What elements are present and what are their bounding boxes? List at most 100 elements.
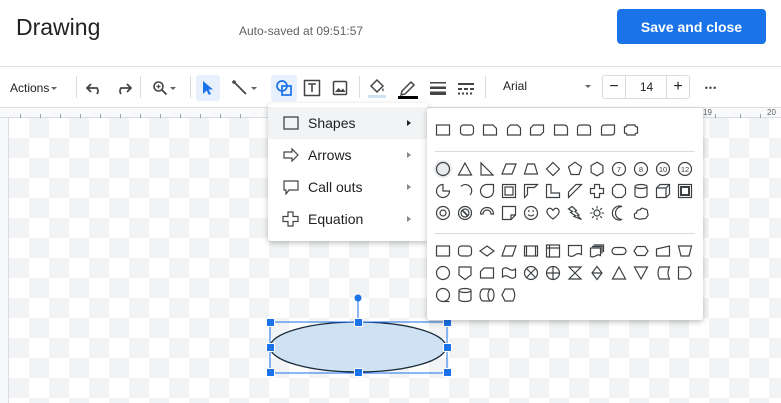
shape-option-round-one-corner-rectangle[interactable] — [552, 121, 570, 139]
shape-option-snip-corner-rectangle[interactable] — [481, 121, 499, 139]
shape-option-round-diagonal-rectangle[interactable] — [599, 121, 617, 139]
menu-item-callouts[interactable]: Call outs — [268, 171, 428, 203]
shape-option-summing-junction[interactable] — [522, 264, 540, 282]
more-options-button[interactable]: ••• — [704, 83, 718, 93]
shape-option-rounded-rectangle[interactable] — [458, 121, 476, 139]
border-color-button[interactable] — [396, 76, 420, 100]
shape-option-parallelogram[interactable] — [500, 160, 518, 178]
shape-option-terminator[interactable] — [610, 242, 628, 260]
shape-option-cube[interactable] — [654, 182, 672, 200]
shape-option-process[interactable] — [434, 242, 452, 260]
shape-option-predefined-process[interactable] — [522, 242, 540, 260]
save-and-close-button[interactable]: Save and close — [617, 9, 766, 44]
resize-handle-top-left[interactable] — [266, 318, 275, 327]
shape-option-half-frame[interactable] — [522, 182, 540, 200]
shape-option-no-symbol[interactable] — [456, 204, 474, 222]
redo-button[interactable] — [113, 78, 133, 98]
shape-option-stored-data[interactable] — [654, 264, 672, 282]
shape-option-dodecagon[interactable]: 12 — [676, 160, 694, 178]
menu-item-arrows[interactable]: Arrows — [268, 139, 428, 171]
shape-option-card[interactable] — [478, 264, 496, 282]
shape-option-trapezoid[interactable] — [522, 160, 540, 178]
shape-option-delay[interactable] — [676, 264, 694, 282]
shape-option-document[interactable] — [566, 242, 584, 260]
shape-option-can[interactable] — [632, 182, 650, 200]
select-tool-button[interactable] — [196, 75, 220, 101]
shape-option-diagonal-stripe[interactable] — [566, 182, 584, 200]
shape-option-right-triangle[interactable] — [478, 160, 496, 178]
fill-color-button[interactable] — [366, 76, 388, 100]
shape-option-smiley-face[interactable] — [522, 204, 540, 222]
resize-handle-bottom[interactable] — [354, 368, 363, 377]
shape-option-punched-tape[interactable] — [500, 264, 518, 282]
image-button[interactable] — [329, 78, 351, 98]
shape-option-manual-input[interactable] — [654, 242, 672, 260]
font-size-input[interactable]: 14 — [639, 80, 654, 94]
shape-option-snip-same-side-rectangle[interactable] — [505, 121, 523, 139]
resize-handle-bottom-left[interactable] — [266, 368, 275, 377]
menu-item-shapes[interactable]: Shapes — [268, 107, 428, 139]
shape-option-connector[interactable] — [434, 264, 452, 282]
shape-option-display[interactable] — [500, 286, 518, 304]
actions-menu-button[interactable]: Actions — [10, 79, 59, 97]
resize-handle-left[interactable] — [266, 343, 275, 352]
shape-option-or[interactable] — [544, 264, 562, 282]
shape-option-moon[interactable] — [610, 204, 628, 222]
shape-option-preparation[interactable] — [632, 242, 650, 260]
shape-option-sun[interactable] — [588, 204, 606, 222]
shape-option-rectangle[interactable] — [434, 121, 452, 139]
shape-option-direct-access-storage[interactable] — [478, 286, 496, 304]
shape-option-extract[interactable] — [610, 264, 628, 282]
shape-option-plaque[interactable] — [622, 121, 640, 139]
shape-option-block-arc[interactable] — [478, 204, 496, 222]
shape-option-teardrop[interactable] — [478, 182, 496, 200]
resize-handle-top[interactable] — [354, 318, 363, 327]
shape-option-sort[interactable] — [588, 264, 606, 282]
shape-option-chord[interactable] — [456, 182, 474, 200]
shape-option-cloud[interactable] — [632, 204, 650, 222]
shape-option-lightning-bolt[interactable] — [566, 204, 584, 222]
resize-handle-right[interactable] — [443, 343, 452, 352]
increase-font-size-button[interactable]: + — [666, 76, 689, 98]
shape-option-corner[interactable] — [544, 182, 562, 200]
shape-option-magnetic-disk[interactable] — [456, 286, 474, 304]
border-weight-button[interactable] — [427, 78, 449, 98]
shape-option-merge[interactable] — [632, 264, 650, 282]
shape-option-diamond[interactable] — [544, 160, 562, 178]
menu-item-equation[interactable]: Equation — [268, 203, 428, 235]
text-box-button[interactable] — [301, 78, 323, 98]
undo-button[interactable] — [85, 78, 105, 98]
shape-option-bevel[interactable] — [676, 182, 694, 200]
shape-option-pie[interactable] — [434, 182, 452, 200]
resize-handle-bottom-right[interactable] — [443, 368, 452, 377]
shape-option-internal-storage[interactable] — [544, 242, 562, 260]
shape-option-octagon-frame[interactable] — [610, 182, 628, 200]
line-tool-button[interactable] — [226, 78, 264, 98]
shape-option-oval[interactable] — [434, 160, 452, 178]
shape-option-decision[interactable] — [478, 242, 496, 260]
zoom-button[interactable] — [148, 78, 182, 98]
shape-option-sequential-access-storage[interactable] — [434, 286, 452, 304]
shape-option-hexagon[interactable] — [588, 160, 606, 178]
shape-option-multidocument[interactable] — [588, 242, 606, 260]
selected-ellipse-shape[interactable] — [266, 293, 452, 377]
shape-option-heart[interactable] — [544, 204, 562, 222]
shape-option-plus[interactable] — [588, 182, 606, 200]
shape-option-data[interactable] — [500, 242, 518, 260]
border-dash-button[interactable] — [455, 78, 477, 98]
shape-option-donut[interactable] — [434, 204, 452, 222]
shape-option-frame[interactable] — [500, 182, 518, 200]
font-family-select[interactable]: Arial — [503, 79, 593, 93]
shape-option-octagon[interactable]: 8 — [632, 160, 650, 178]
shape-option-decagon[interactable]: 10 — [654, 160, 672, 178]
shape-option-off-page-connector[interactable] — [456, 264, 474, 282]
shape-option-folded-corner[interactable] — [500, 204, 518, 222]
shape-option-triangle[interactable] — [456, 160, 474, 178]
shape-option-manual-operation[interactable] — [676, 242, 694, 260]
shape-option-round-same-side-rectangle[interactable] — [575, 121, 593, 139]
shape-option-snip-diagonal-rectangle[interactable] — [528, 121, 546, 139]
decrease-font-size-button[interactable]: − — [603, 76, 626, 98]
shape-tool-button[interactable] — [271, 75, 297, 101]
shape-option-pentagon[interactable] — [566, 160, 584, 178]
shape-option-heptagon[interactable]: 7 — [610, 160, 628, 178]
